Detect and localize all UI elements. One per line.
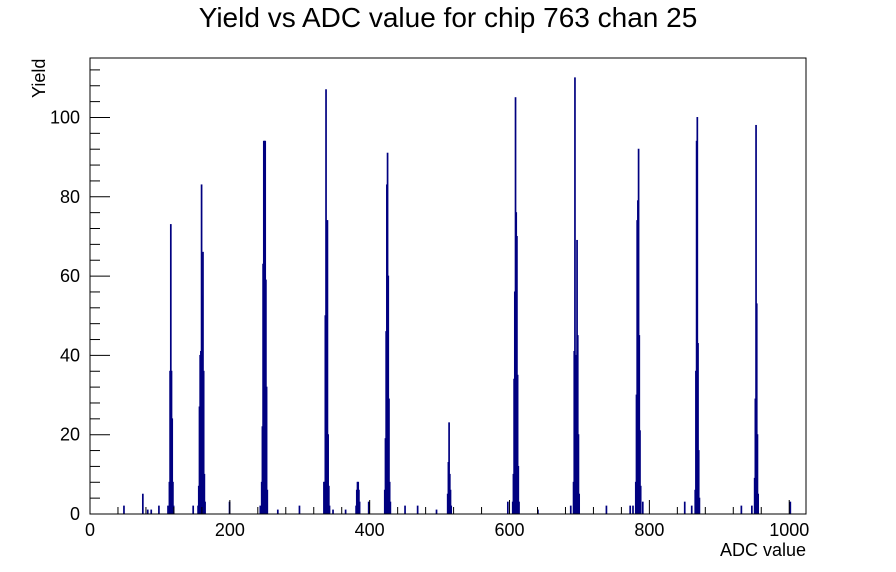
histogram-bin xyxy=(389,501,392,515)
histogram-bin xyxy=(192,505,195,515)
histogram-bin xyxy=(751,505,753,515)
histogram-bin xyxy=(632,505,634,515)
histogram-bin xyxy=(167,505,169,515)
histogram-bin xyxy=(518,501,520,515)
x-tick-label: 800 xyxy=(634,520,664,540)
histogram-bin xyxy=(757,493,760,515)
histogram-bin xyxy=(276,509,279,515)
histogram-bin xyxy=(435,509,438,515)
histogram-bin xyxy=(629,505,632,515)
histogram-bin xyxy=(690,505,693,515)
histogram-bin xyxy=(259,505,262,515)
y-tick-label: 20 xyxy=(60,425,80,445)
histogram-bars xyxy=(123,77,792,515)
x-tick-label: 0 xyxy=(85,520,95,540)
y-tick-label: 40 xyxy=(60,345,80,365)
axes: 0 200 400 600 800 1000 0 20 40 60 80 100 xyxy=(50,57,809,540)
y-axis-label: Yield xyxy=(29,59,49,98)
histogram-bin xyxy=(639,485,642,515)
histogram-bin xyxy=(683,501,686,515)
x-axis-label: ADC value xyxy=(720,540,806,560)
histogram-bin xyxy=(266,489,269,515)
histogram-bin xyxy=(298,505,301,515)
histogram-bin xyxy=(506,501,509,515)
histogram-bin xyxy=(332,509,334,515)
x-tick-label: 1000 xyxy=(769,520,809,540)
histogram-bin xyxy=(146,509,149,515)
chart-title: Yield vs ADC value for chip 763 chan 25 xyxy=(198,2,698,33)
histogram-bin xyxy=(358,501,361,515)
y-tick-label: 60 xyxy=(60,266,80,286)
histogram-bin xyxy=(416,505,419,515)
histogram-bin xyxy=(367,501,370,515)
plot-frame xyxy=(89,57,807,515)
histogram-bin xyxy=(740,505,743,515)
histogram-bin xyxy=(641,501,644,515)
histogram-bin xyxy=(123,505,125,515)
y-tick-label: 80 xyxy=(60,187,80,207)
histogram-bin xyxy=(404,505,406,515)
histogram-bin xyxy=(158,505,160,515)
histogram-bin xyxy=(605,505,608,515)
histogram-bin xyxy=(450,505,453,515)
histogram-bin xyxy=(141,493,144,515)
histogram-bin xyxy=(344,509,347,515)
x-tick-label: 600 xyxy=(495,520,525,540)
y-tick-label: 100 xyxy=(50,107,80,127)
x-tick-label: 400 xyxy=(355,520,385,540)
histogram-bin xyxy=(328,505,331,515)
histogram-bin xyxy=(789,501,792,515)
histogram-bin xyxy=(698,497,701,515)
histogram-bin xyxy=(150,509,153,515)
histogram-bin xyxy=(204,501,206,515)
histogram-bin xyxy=(578,493,581,515)
x-tick-label: 200 xyxy=(215,520,245,540)
histogram-bin xyxy=(569,505,572,515)
y-tick-label: 0 xyxy=(70,504,80,524)
